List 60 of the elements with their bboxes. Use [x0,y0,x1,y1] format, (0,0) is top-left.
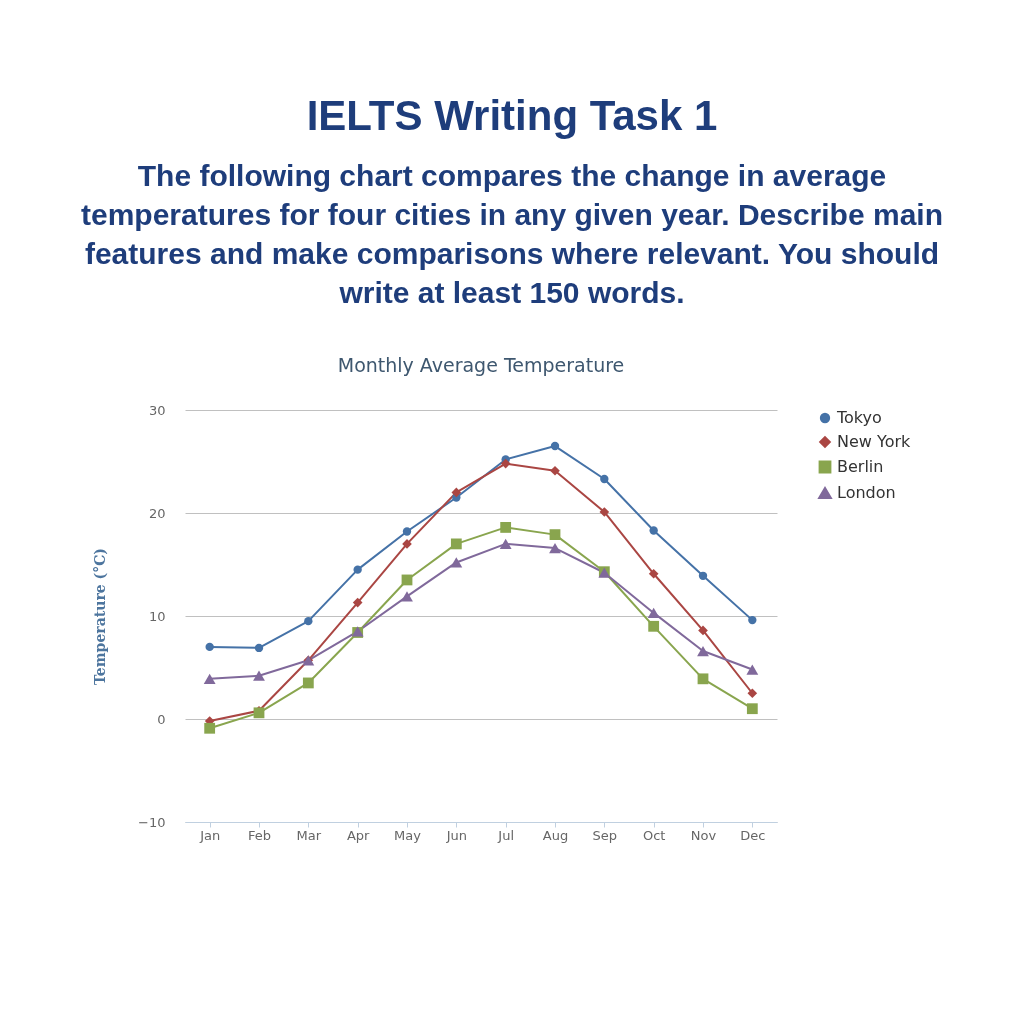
point [352,597,363,608]
point [698,625,708,636]
y-tick-label: 10 [148,608,166,624]
point [302,677,314,689]
legend-label: Tokyo [836,408,882,427]
point [304,616,313,626]
point [746,703,758,715]
point [600,474,609,484]
x-tick-label: Jun [445,827,467,843]
point [205,642,214,652]
y-tick-label: 30 [148,402,166,418]
point [649,526,658,535]
y-tick-label: 20 [148,505,166,521]
x-tick-label: Aug [542,827,569,843]
point [647,607,660,619]
y-axis-title: Temperature (°C) [92,548,109,685]
point [353,565,362,574]
x-tick-label: Feb [247,827,272,843]
point [746,664,759,675]
point [203,673,216,684]
point [450,538,462,550]
point [550,441,560,451]
x-tick-label: Nov [690,827,717,843]
point [402,527,412,536]
point [401,591,413,602]
point [451,487,462,498]
point [697,645,709,657]
point [648,620,660,632]
x-tick-label: Apr [346,827,371,843]
point [599,507,610,517]
point [499,538,512,550]
point [550,465,560,476]
point [747,688,758,699]
x-tick-label: May [394,827,422,843]
point [648,568,659,579]
point [500,522,512,533]
point [697,673,709,685]
point [748,615,757,625]
point [549,529,561,541]
x-tick-label: Sep [592,827,618,843]
legend-label: Berlin [837,457,884,476]
y-tick-label: 0 [157,711,166,727]
x-tick-label: Jul [497,827,515,843]
legend-label: New York [837,432,911,451]
y-tick-label: −10 [138,814,166,830]
point [204,722,216,734]
text: IELTS Writing Task 1 [305,91,719,140]
text: The following chart compares the change in average temperatures for four cities in any given year. Describe main features and make comparisons where relevant. You should write at least 150 words. [80,158,944,311]
x-tick-label: Jan [199,827,221,843]
point [253,670,265,681]
x-tick-label: Dec [740,827,766,843]
point [698,571,708,580]
point [500,458,511,469]
x-tick-label: Oct [642,827,666,843]
x-tick-label: Mar [296,827,322,843]
point [450,557,463,568]
point [254,643,264,653]
point [549,542,561,554]
chart-title: Monthly Average Temperature [337,354,625,376]
legend-label: London [837,483,896,502]
